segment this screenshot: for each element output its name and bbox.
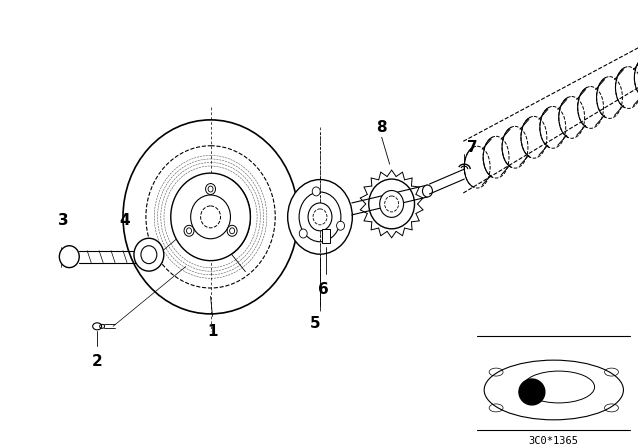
Ellipse shape	[123, 120, 298, 314]
Ellipse shape	[299, 192, 341, 242]
FancyBboxPatch shape	[322, 229, 330, 243]
Ellipse shape	[312, 187, 320, 196]
Ellipse shape	[93, 323, 102, 330]
Text: 8: 8	[376, 120, 387, 135]
Ellipse shape	[369, 179, 415, 229]
Ellipse shape	[287, 180, 353, 254]
Text: 4: 4	[120, 213, 131, 228]
Ellipse shape	[337, 221, 344, 230]
Ellipse shape	[380, 190, 404, 217]
Ellipse shape	[171, 173, 250, 261]
Text: 7: 7	[467, 140, 478, 155]
Circle shape	[519, 379, 545, 405]
Ellipse shape	[523, 371, 595, 403]
Ellipse shape	[60, 246, 79, 267]
Ellipse shape	[227, 225, 237, 236]
Text: 3: 3	[58, 213, 68, 228]
Ellipse shape	[205, 184, 216, 194]
Text: 3C0*1365: 3C0*1365	[529, 436, 579, 446]
Text: 1: 1	[207, 324, 218, 339]
Ellipse shape	[141, 246, 157, 263]
Ellipse shape	[308, 203, 332, 231]
Text: 6: 6	[317, 281, 328, 297]
Text: 5: 5	[310, 316, 321, 332]
Text: 2: 2	[92, 354, 102, 369]
Ellipse shape	[300, 229, 307, 238]
Ellipse shape	[422, 185, 433, 197]
Ellipse shape	[484, 360, 623, 420]
Ellipse shape	[134, 238, 164, 271]
Ellipse shape	[184, 225, 194, 236]
